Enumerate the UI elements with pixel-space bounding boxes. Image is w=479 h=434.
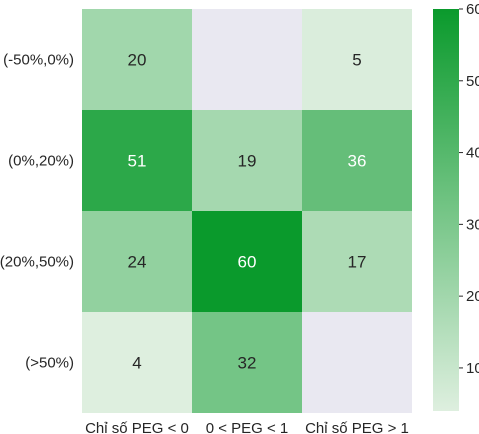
cell-value-label: 4 [132, 354, 141, 373]
cell-value-label: 36 [348, 152, 367, 171]
colorbar-tick-label: 10 [466, 360, 479, 377]
heatmap-cell [302, 110, 412, 211]
colorbar [433, 9, 459, 411]
cell-value-label: 17 [348, 253, 367, 272]
colorbar-tick-label: 40 [466, 145, 479, 162]
cell-value-label: 20 [128, 51, 147, 70]
heatmap-cell [82, 312, 192, 413]
heatmap-cell [82, 9, 192, 110]
heatmap-cell [302, 211, 412, 312]
heatmap-cell [192, 211, 302, 312]
cell-value-label: 24 [128, 253, 147, 272]
heatmap-cell [302, 312, 412, 413]
y-tick-label: (-50%,0%) [3, 52, 74, 69]
colorbar-gradient [433, 9, 459, 411]
heatmap-cell [192, 9, 302, 110]
cell-value-label: 60 [238, 253, 257, 272]
y-tick-label: (0%,20%) [8, 153, 74, 170]
y-tick-label: (20%,50%) [0, 254, 74, 271]
colorbar-tick-label: 30 [466, 216, 479, 233]
cell-value-label: 51 [128, 152, 147, 171]
y-tick-label: (>50%) [25, 355, 74, 372]
heatmap-cell [302, 9, 412, 110]
x-axis-tick-labels: Chỉ số PEG < 0 0 < PEG < 1 Chỉ số PEG > 1 [85, 420, 409, 434]
colorbar-tick-label: 60 [466, 1, 479, 18]
colorbar-tick-labels: 10 20 30 40 50 60 [459, 1, 479, 377]
x-tick-label: 0 < PEG < 1 [206, 420, 289, 434]
heatmap-cells [82, 9, 412, 413]
cell-value-label: 5 [352, 51, 361, 70]
y-axis-tick-labels: (-50%,0%) (0%,20%) (20%,50%) (>50%) [0, 52, 74, 372]
heatmap-cell [192, 312, 302, 413]
heatmap-cell [82, 211, 192, 312]
heatmap-cell [192, 110, 302, 211]
x-tick-label: Chỉ số PEG < 0 [85, 420, 189, 434]
x-tick-label: Chỉ số PEG > 1 [305, 420, 409, 434]
heatmap-cell [82, 110, 192, 211]
cell-value-label: 19 [238, 152, 257, 171]
colorbar-tick-label: 20 [466, 288, 479, 305]
heatmap-cell-labels: 20 5 51 19 36 24 60 17 4 32 [128, 51, 367, 373]
colorbar-tick-label: 50 [466, 73, 479, 90]
cell-value-label: 32 [238, 354, 257, 373]
